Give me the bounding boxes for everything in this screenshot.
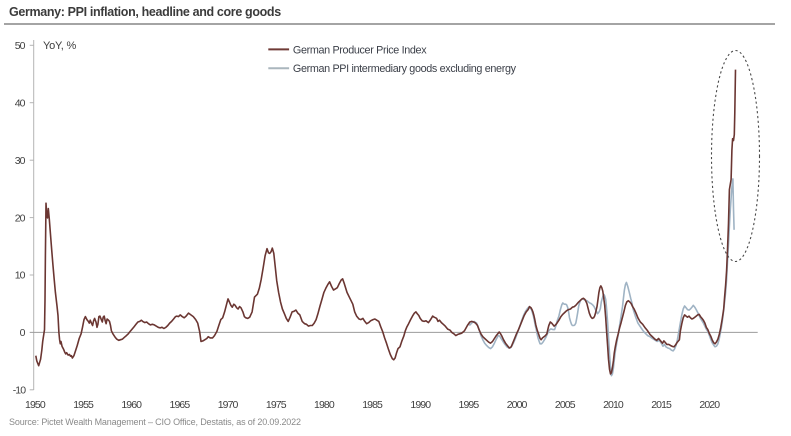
svg-text:10: 10 (15, 270, 26, 282)
svg-text:1950: 1950 (25, 399, 46, 411)
svg-text:1990: 1990 (410, 399, 431, 411)
svg-text:1965: 1965 (170, 399, 191, 411)
svg-text:-10: -10 (13, 385, 27, 397)
svg-text:Germany: PPI inflation, headli: Germany: PPI inflation, headline and cor… (9, 5, 281, 19)
svg-text:German PPI intermediary goods: German PPI intermediary goods excluding … (293, 63, 517, 75)
svg-text:40: 40 (15, 97, 26, 109)
svg-text:2020: 2020 (699, 399, 720, 411)
svg-text:1970: 1970 (218, 399, 239, 411)
svg-text:2015: 2015 (651, 399, 672, 411)
svg-text:Source: Pictet Wealth Manageme: Source: Pictet Wealth Management – CIO O… (9, 417, 301, 427)
svg-text:1995: 1995 (459, 399, 480, 411)
svg-text:2000: 2000 (507, 399, 528, 411)
svg-text:0: 0 (20, 327, 26, 339)
svg-text:30: 30 (15, 155, 26, 167)
svg-text:YoY, %: YoY, % (43, 40, 76, 52)
svg-text:1960: 1960 (121, 399, 142, 411)
svg-text:50: 50 (15, 40, 26, 52)
svg-text:2010: 2010 (603, 399, 624, 411)
svg-text:German Producer Price Index: German Producer Price Index (293, 44, 427, 56)
svg-text:1975: 1975 (266, 399, 287, 411)
svg-text:1985: 1985 (362, 399, 383, 411)
svg-text:1955: 1955 (73, 399, 94, 411)
svg-text:2005: 2005 (555, 399, 576, 411)
svg-text:20: 20 (15, 212, 26, 224)
svg-text:1980: 1980 (314, 399, 335, 411)
